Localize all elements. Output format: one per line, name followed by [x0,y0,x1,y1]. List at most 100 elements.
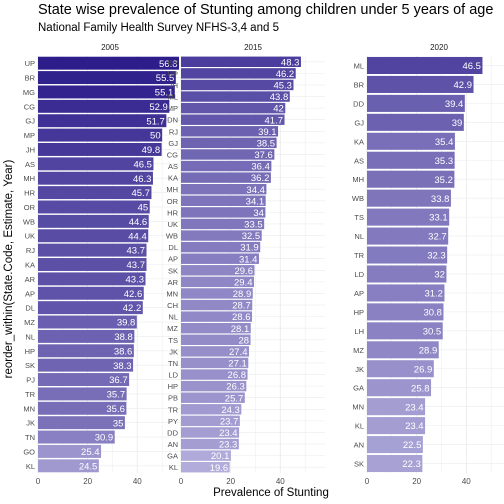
bar-2020-BR [367,75,474,93]
category-label-2015-HR: HR [167,208,178,217]
category-label-2015-NL: NL [168,313,178,322]
bar-2015-AR [181,276,254,288]
category-label-2015-UK: UK [168,220,178,229]
category-label-2015-TS: TS [168,336,178,345]
category-label-2015-JH: JH [169,81,178,90]
category-label-2005-CG: CG [24,102,35,111]
data-label-2015-TS: 28 [238,335,249,346]
data-label-2015-CG: 37.6 [254,150,273,161]
data-label-2020-JK: 26.9 [414,364,433,375]
bar-2015-KA [181,172,271,183]
facet-strip-label-2005: 2005 [101,43,119,52]
category-label-2020-SK: SK [354,460,364,469]
data-label-2015-HP: 26.3 [226,382,245,393]
category-label-2020-BR: BR [354,80,365,89]
data-label-2015-CH: 28.7 [232,301,251,312]
data-label-2020-MZ: 28.9 [419,345,438,356]
bar-2020-WB [367,189,451,207]
category-label-2005-HP: HP [25,347,35,356]
bar-2005-UP [38,56,180,70]
bar-2015-GJ [181,137,277,149]
category-label-2020-AN: AN [354,441,364,450]
category-label-2005-UK: UK [25,232,35,241]
bar-2015-AN [181,438,239,450]
bar-2005-HP [38,344,134,358]
x-tick-label-2020-20: 20 [412,477,421,486]
data-label-2005-OR: 45 [138,203,149,214]
data-label-2020-MN: 23.4 [405,402,424,413]
category-label-2005-TR: TR [25,390,36,399]
chart-title: State wise prevalence of Stunting among … [38,2,494,18]
bar-2005-AR [38,272,146,286]
bar-2015-NL [181,311,253,322]
bar-2020-DD [367,94,465,112]
bar-2015-AP [181,253,259,264]
data-label-2015-MN: 28.9 [233,289,252,300]
data-label-2015-WB: 32.5 [242,231,261,242]
category-label-2015-MN: MN [166,289,178,298]
facet-strip-label-2015: 2015 [244,43,262,52]
category-label-2020-JK: JK [355,365,364,374]
data-label-2015-GJ: 38.5 [257,138,276,149]
category-label-2015-PB: PB [168,394,178,403]
category-label-2015-PY: PY [168,417,178,426]
bar-2005-BR [38,71,176,85]
category-label-2020-MZ: MZ [353,346,364,355]
bar-2020-NL [367,227,449,245]
bar-2005-NL [38,329,135,343]
bar-2015-AS [181,160,272,172]
x-tick-label-2005-40: 40 [133,477,142,486]
data-label-2005-MZ: 39.8 [117,318,136,329]
category-label-2015-HP: HP [168,382,178,391]
category-label-2020-MH: MH [352,175,364,184]
data-label-2005-UK: 44.4 [128,231,147,242]
data-label-2015-GA: 20.1 [211,451,230,462]
x-tick-label-2005-0: 0 [36,477,41,486]
data-label-2015-MP: 42 [273,104,284,115]
bar-2015-CG [181,149,275,160]
category-label-2020-LH: LH [354,327,364,336]
data-label-2015-RJ: 39.1 [258,127,277,138]
category-label-2005-AP: AP [25,289,35,298]
data-label-2020-AP: 31.2 [424,289,443,300]
bar-2015-CH [181,299,253,311]
bar-2005-HR [38,186,152,200]
data-label-2005-JK: 35 [113,418,124,429]
data-label-2020-MH: 35.2 [434,175,453,186]
x-tick-label-2020-0: 0 [365,477,370,486]
bar-2005-MN [38,401,127,415]
data-label-2015-KA: 36.2 [251,173,270,184]
data-label-2020-GJ: 39 [452,118,463,129]
category-label-2020-LD: LD [354,270,364,279]
category-label-2005-MP: MP [24,131,35,140]
bar-2005-JK [38,416,125,430]
category-label-2015-AP: AP [168,255,178,264]
data-label-2015-KL: 19.6 [210,463,229,474]
bar-2015-ML [181,91,290,102]
data-label-2005-DL: 42.2 [123,303,142,314]
category-label-2005-PJ: PJ [26,376,35,385]
data-label-2015-TN: 27.1 [228,359,247,370]
bar-2020-GJ [367,113,464,131]
bar-2015-MZ [181,322,251,334]
data-label-2020-GA: 25.8 [411,383,430,394]
category-label-2015-MH: MH [166,185,178,194]
category-label-2005-UP: UP [25,59,35,68]
bar-2020-HP [367,303,444,321]
x-tick-label-2020-40: 40 [462,477,471,486]
data-label-2015-ML: 43.8 [270,92,289,103]
bar-2015-WB [181,230,262,241]
facet-strip-label-2020: 2020 [430,43,448,52]
data-label-2015-AS: 36.4 [251,162,270,173]
bar-2015-DD [181,427,240,438]
bar-2015-DL [181,241,261,253]
data-label-2005-BR: 55.5 [156,73,175,84]
bar-2015-PB [181,392,245,403]
data-label-2005-MH: 46.3 [133,174,152,185]
bar-2020-SK [367,454,423,473]
category-label-2020-TS: TS [354,213,364,222]
category-label-2015-GA: GA [167,452,178,461]
bar-2020-MH [367,170,455,188]
category-label-2015-JK: JK [169,347,178,356]
bar-2020-MZ [367,341,439,359]
